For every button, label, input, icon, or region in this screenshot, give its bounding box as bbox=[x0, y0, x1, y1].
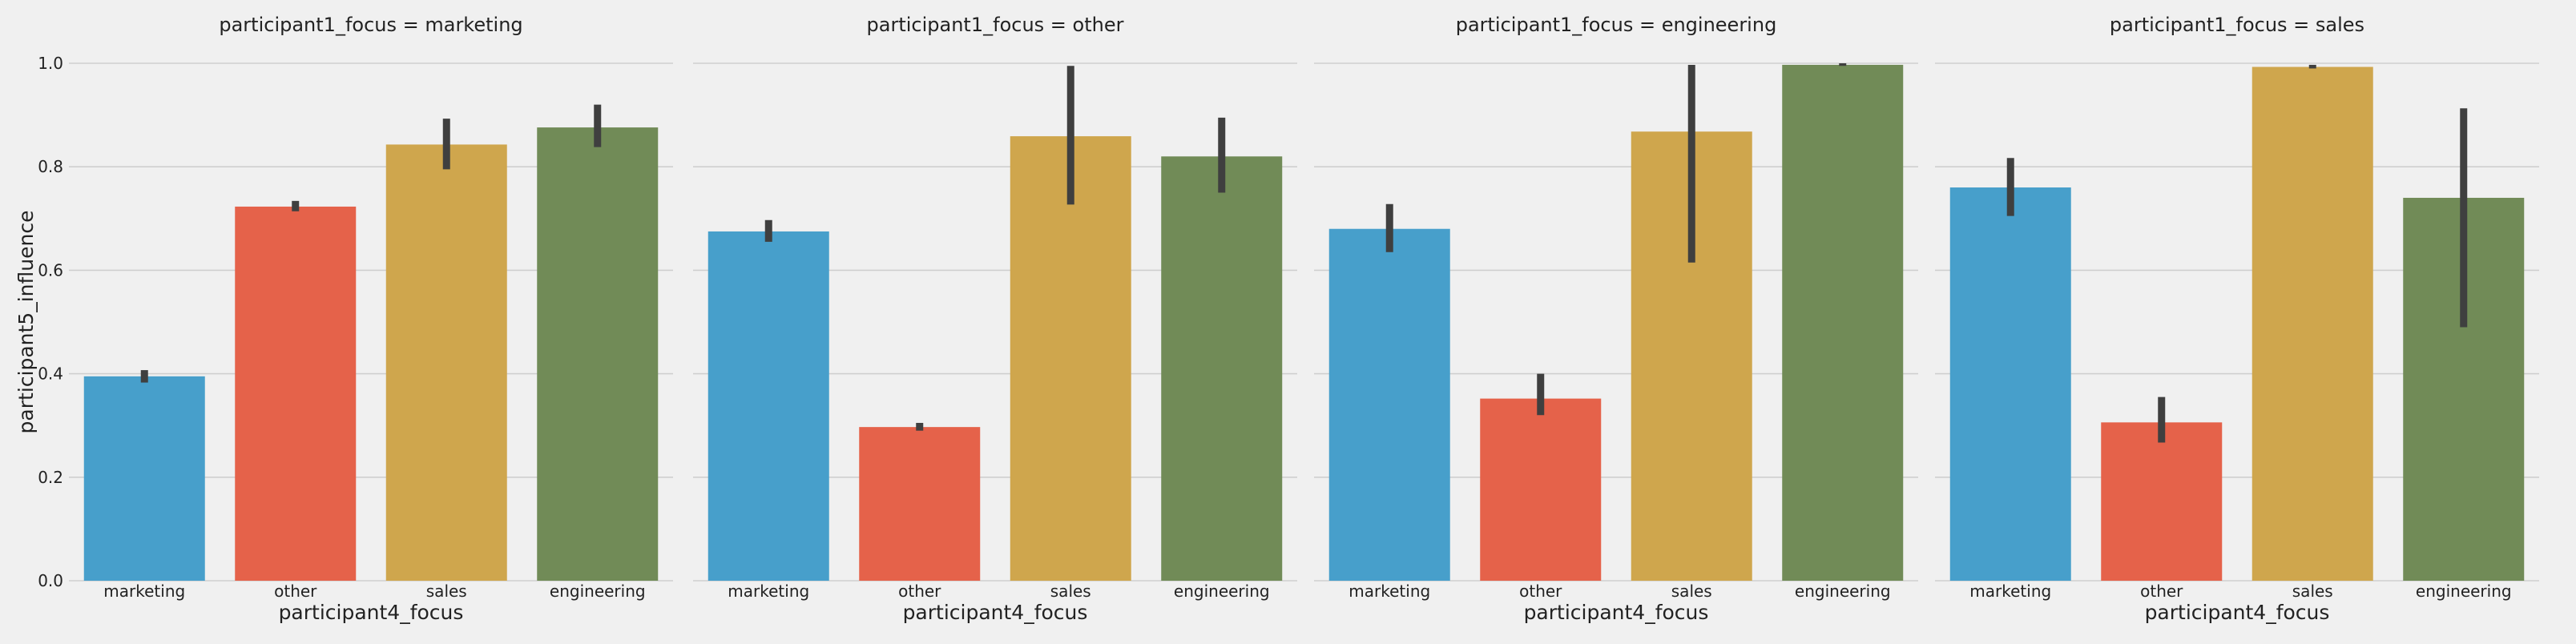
bar-4-marketing bbox=[1949, 187, 2071, 582]
x-tick-label-3-sales: sales bbox=[1671, 582, 1712, 601]
bar-3-other bbox=[1480, 398, 1602, 581]
x-tick-label-4-sales: sales bbox=[2292, 582, 2333, 601]
panel-title-2: participant1_focus = other bbox=[867, 14, 1124, 36]
bar-4-other bbox=[2101, 422, 2223, 581]
x-tick-label-4-engineering: engineering bbox=[2416, 582, 2512, 601]
bar-1-sales bbox=[385, 144, 507, 581]
bar-2-marketing bbox=[707, 231, 829, 581]
bar-2-engineering bbox=[1161, 156, 1283, 581]
x-axis-title-4: participant4_focus bbox=[2145, 601, 2330, 624]
y-tick-label-3: 0.6 bbox=[38, 260, 63, 280]
x-tick-label-1-marketing: marketing bbox=[103, 582, 185, 601]
y-tick-label-4: 0.8 bbox=[38, 157, 63, 176]
x-tick-label-2-other: other bbox=[898, 582, 941, 601]
x-tick-label-1-other: other bbox=[274, 582, 317, 601]
x-axis-title-1: participant4_focus bbox=[279, 601, 464, 624]
x-tick-label-2-engineering: engineering bbox=[1174, 582, 1270, 601]
bar-1-marketing bbox=[83, 376, 205, 581]
x-tick-label-1-engineering: engineering bbox=[550, 582, 646, 601]
x-tick-label-3-engineering: engineering bbox=[1795, 582, 1891, 601]
bar-3-marketing bbox=[1328, 228, 1450, 581]
x-tick-label-4-other: other bbox=[2140, 582, 2183, 601]
panel-title-4: participant1_focus = sales bbox=[2110, 14, 2364, 36]
y-tick-label-1: 0.2 bbox=[38, 468, 63, 487]
bar-3-engineering bbox=[1782, 64, 1904, 582]
x-tick-label-2-sales: sales bbox=[1050, 582, 1091, 601]
y-tick-label-2: 0.4 bbox=[38, 364, 63, 384]
bar-2-sales bbox=[1010, 136, 1131, 581]
x-tick-label-3-other: other bbox=[1519, 582, 1562, 601]
bar-1-engineering bbox=[537, 127, 659, 581]
x-tick-label-3-marketing: marketing bbox=[1348, 582, 1430, 601]
y-tick-label-0: 0.0 bbox=[38, 571, 63, 590]
bar-1-other bbox=[235, 206, 357, 581]
bar-4-sales bbox=[2251, 66, 2373, 582]
bar-2-other bbox=[859, 427, 981, 581]
x-tick-label-1-sales: sales bbox=[426, 582, 467, 601]
x-tick-label-2-marketing: marketing bbox=[728, 582, 809, 601]
y-axis-title: participant5_influence bbox=[14, 211, 38, 434]
x-axis-title-3: participant4_focus bbox=[1524, 601, 1709, 624]
x-tick-label-4-marketing: marketing bbox=[1969, 582, 2051, 601]
panel-title-1: participant1_focus = marketing bbox=[219, 14, 522, 36]
panel-title-3: participant1_focus = engineering bbox=[1456, 14, 1777, 36]
x-axis-title-2: participant4_focus bbox=[903, 601, 1088, 624]
y-tick-label-5: 1.0 bbox=[38, 54, 63, 73]
